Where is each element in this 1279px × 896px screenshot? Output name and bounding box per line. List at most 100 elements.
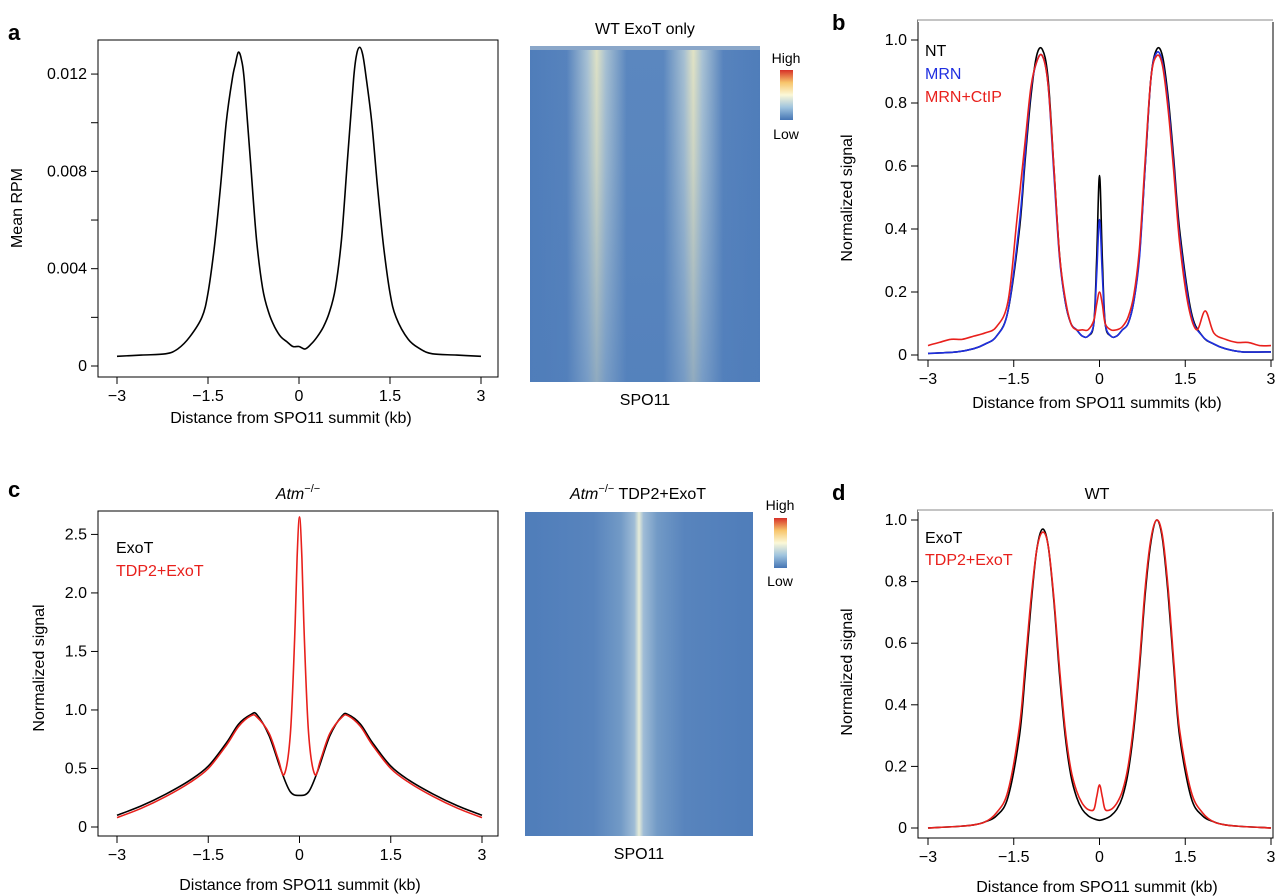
y-tick-label: 0.6 (885, 158, 907, 175)
y-tick-label: 0.004 (47, 261, 87, 278)
y-tick-label: 0.2 (885, 758, 907, 775)
x-tick-label: 3 (1267, 849, 1276, 866)
panel-c-line-chart: Atm−/− −3 −1.5 0 1.5 300.51.01.52.02.5 ExoT … (31, 483, 499, 894)
axis-ticks: −3 −1.5 0 1.5 3 0 0.5 1.0 1.5 2.0 2.5 (65, 526, 487, 864)
x-tick-label: −3 (919, 371, 937, 388)
colorbar-high-label: High (772, 50, 801, 66)
y-tick-label: 2.5 (65, 526, 87, 543)
series-group (116, 46, 482, 358)
x-tick-label: −1.5 (998, 849, 1030, 866)
chart-title: WT (1085, 486, 1110, 503)
x-axis-label: Distance from SPO11 summit (kb) (179, 877, 421, 894)
legend-entry-nt: NT (925, 43, 947, 60)
panel-letter-b: b (832, 10, 845, 35)
heatmap-fade (530, 46, 760, 382)
heatmap-title-sup: −/− (598, 483, 614, 495)
series-group (927, 46, 1272, 355)
heatmap-title: Atm−/− TDP2+ExoT (569, 483, 706, 503)
series-group (116, 516, 483, 819)
x-tick-label: 1.5 (379, 388, 401, 405)
x-tick-label: 0 (295, 388, 304, 405)
legend-entry-tdp2-exot: TDP2+ExoT (925, 552, 1013, 569)
legend-entry-mrn-ctip: MRN+CtIP (925, 89, 1002, 106)
x-tick-label: −1.5 (998, 371, 1030, 388)
x-tick-label: −3 (108, 388, 126, 405)
y-tick-label: 0 (898, 820, 907, 837)
panel-a-line-chart: −3 −1.5 0 1.5 3 0 0.004 0.008 0.012 Distance fro… (9, 39, 499, 427)
x-tick-label: 0 (1095, 371, 1104, 388)
x-axis-label: Distance from SPO11 summit (kb) (170, 410, 412, 427)
y-tick-label: 0.012 (47, 66, 87, 83)
x-tick-label: 1.5 (1174, 371, 1196, 388)
y-tick-label: 0 (78, 358, 87, 375)
y-tick-label: 1.0 (885, 512, 907, 529)
panel-letter-c: c (8, 477, 20, 502)
panel-c-heatmap: Atm−/− TDP2+ExoT High Low SPO11 (525, 483, 794, 863)
y-axis-label: Normalized signal (31, 604, 48, 731)
colorbar-low-label: Low (773, 126, 800, 142)
x-tick-label: −1.5 (192, 847, 224, 864)
legend-entry-exot: ExoT (116, 540, 154, 557)
heatmap-title-italic: Atm (569, 486, 598, 503)
x-tick-label: 3 (478, 847, 487, 864)
x-tick-label: −1.5 (192, 388, 224, 405)
legend-entry-exot: ExoT (925, 530, 963, 547)
y-tick-label: 1.0 (885, 32, 907, 49)
plot-frame (97, 39, 499, 378)
y-axis-label: Normalized signal (839, 608, 856, 735)
y-tick-label: 0.4 (885, 697, 907, 714)
y-tick-label: 0.4 (885, 221, 907, 238)
axis-ticks: −3 −1.5 0 1.5 3 0 0.2 0.4 0.6 0.8 1.0 (885, 32, 1276, 388)
heatmap-title: WT ExoT only (595, 21, 695, 38)
heatmap-title-rest: TDP2+ExoT (614, 486, 706, 503)
colorbar-low-label: Low (767, 573, 794, 589)
axis-ticks: −3 −1.5 0 1.5 3 0 0.2 0.4 0.6 0.8 1.0 (885, 512, 1276, 866)
heatmap-x-label: SPO11 (614, 846, 665, 863)
series-line-tdp2-exot (116, 516, 483, 819)
y-tick-label: 0 (78, 819, 87, 836)
y-axis-label: Mean RPM (9, 168, 26, 248)
y-tick-label: 0.6 (885, 635, 907, 652)
colorbar (774, 518, 787, 568)
panel-letter-d: d (832, 480, 845, 505)
y-tick-label: 2.0 (65, 585, 87, 602)
heatmap-image (525, 512, 753, 836)
x-axis-label: Distance from SPO11 summit (kb) (976, 879, 1218, 896)
y-tick-label: 0.8 (885, 574, 907, 591)
chart-title: Atm−/− (275, 483, 320, 503)
x-tick-label: 1.5 (1174, 849, 1196, 866)
y-tick-label: 0.8 (885, 95, 907, 112)
series-line-tdp2-exot (927, 519, 1272, 829)
y-tick-label: 0 (898, 347, 907, 364)
x-tick-label: −3 (919, 849, 937, 866)
x-tick-label: 3 (477, 388, 486, 405)
y-tick-label: 0.2 (885, 284, 907, 301)
series-line-mrn-ctip (927, 53, 1272, 347)
x-tick-label: 3 (1267, 371, 1276, 388)
colorbar-high-label: High (766, 497, 795, 513)
y-tick-label: 0.5 (65, 760, 87, 777)
heatmap-x-label: SPO11 (620, 392, 671, 409)
y-tick-label: 1.5 (65, 643, 87, 660)
y-tick-label: 0.008 (47, 163, 87, 180)
y-axis-label: Normalized signal (839, 134, 856, 261)
plot-frame (97, 510, 499, 837)
x-axis-label: Distance from SPO11 summits (kb) (972, 395, 1222, 412)
colorbar (780, 70, 793, 120)
x-tick-label: 0 (295, 847, 304, 864)
panel-letter-a: a (8, 20, 21, 45)
series-line-signal (116, 46, 482, 358)
x-tick-label: −3 (108, 847, 126, 864)
legend-entry-tdp2-exot: TDP2+ExoT (116, 563, 204, 580)
panel-b-line-chart: −3 −1.5 0 1.5 3 0 0.2 0.4 0.6 0.8 1.0 NT MRN MRN+C… (839, 18, 1276, 412)
axis-ticks: −3 −1.5 0 1.5 3 0 0.004 0.008 0.012 (47, 66, 486, 405)
panel-a-heatmap: WT ExoT only High Low SPO11 (530, 21, 800, 409)
legend-entry-mrn: MRN (925, 66, 961, 83)
x-tick-label: 1.5 (380, 847, 402, 864)
heatmap-top-band (530, 46, 760, 50)
series-group (927, 519, 1272, 829)
panel-d-line-chart: WT −3 −1.5 0 1.5 3 0 0.2 0.4 0.6 0.8 1.0 ExoT TDP2… (839, 486, 1276, 896)
x-tick-label: 0 (1095, 849, 1104, 866)
y-tick-label: 1.0 (65, 702, 87, 719)
